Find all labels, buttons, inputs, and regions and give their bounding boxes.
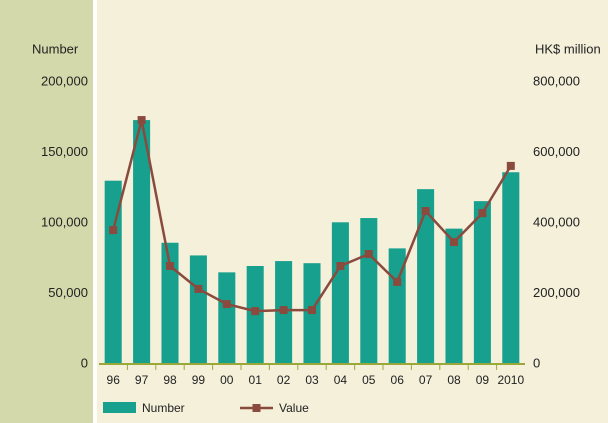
bar <box>331 222 349 364</box>
y2-tick-label: 600,000 <box>533 144 580 159</box>
line-marker <box>308 306 316 315</box>
x-tick-label: 08 <box>447 373 461 387</box>
x-tick-label: 97 <box>135 373 149 387</box>
x-tick-label: 02 <box>277 373 291 387</box>
y2-tick-label: 200,000 <box>533 285 580 300</box>
x-tick-label: 2010 <box>497 373 524 387</box>
x-tick-label: 01 <box>249 373 263 387</box>
y-tick-label: 200,000 <box>41 73 88 88</box>
line-marker <box>251 307 260 316</box>
bar <box>189 255 207 364</box>
legend-swatch <box>103 402 136 413</box>
x-tick-label: 07 <box>419 373 433 387</box>
x-tick-label: 09 <box>476 373 490 387</box>
y2-axis-label: HK$ million <box>535 41 601 56</box>
bar <box>133 120 151 364</box>
divider <box>93 0 97 423</box>
x-tick-label: 99 <box>192 373 206 387</box>
bar <box>473 201 491 364</box>
line-marker <box>478 209 487 218</box>
line-marker <box>336 262 345 271</box>
bar <box>360 218 378 364</box>
side-strip <box>0 0 93 423</box>
legend-swatch-marker <box>252 404 261 412</box>
line-marker <box>279 306 288 315</box>
line-marker <box>364 250 373 259</box>
bar <box>104 180 122 364</box>
y-axis-label: Number <box>32 41 79 56</box>
y-tick-label: 0 <box>81 355 88 370</box>
x-tick-label: 03 <box>305 373 319 387</box>
y-tick-label: 100,000 <box>41 214 88 229</box>
bar <box>161 242 179 364</box>
x-tick-label: 05 <box>362 373 376 387</box>
bar <box>218 272 236 364</box>
line-marker <box>194 284 203 293</box>
line-marker <box>166 262 174 271</box>
bar <box>417 189 435 364</box>
legend-label: Value <box>279 401 309 415</box>
y-tick-label: 50,000 <box>48 285 88 300</box>
x-tick-label: 98 <box>163 373 177 387</box>
y2-tick-label: 800,000 <box>533 73 580 88</box>
line-marker <box>393 277 402 286</box>
x-tick-label: 06 <box>391 373 405 387</box>
line-marker <box>421 207 430 216</box>
x-tick-label: 96 <box>107 373 121 387</box>
bar <box>502 172 520 364</box>
y-tick-label: 150,000 <box>41 144 88 159</box>
line-marker <box>109 226 118 235</box>
y2-tick-label: 0 <box>533 355 540 370</box>
x-tick-label: 04 <box>334 373 348 387</box>
y2-tick-label: 400,000 <box>533 214 580 229</box>
line-marker <box>450 238 458 247</box>
x-tick-label: 00 <box>220 373 234 387</box>
line-marker <box>506 161 515 170</box>
line-marker <box>222 300 231 309</box>
bar <box>445 228 463 364</box>
line-marker <box>137 116 146 125</box>
legend-label: Number <box>142 401 185 415</box>
